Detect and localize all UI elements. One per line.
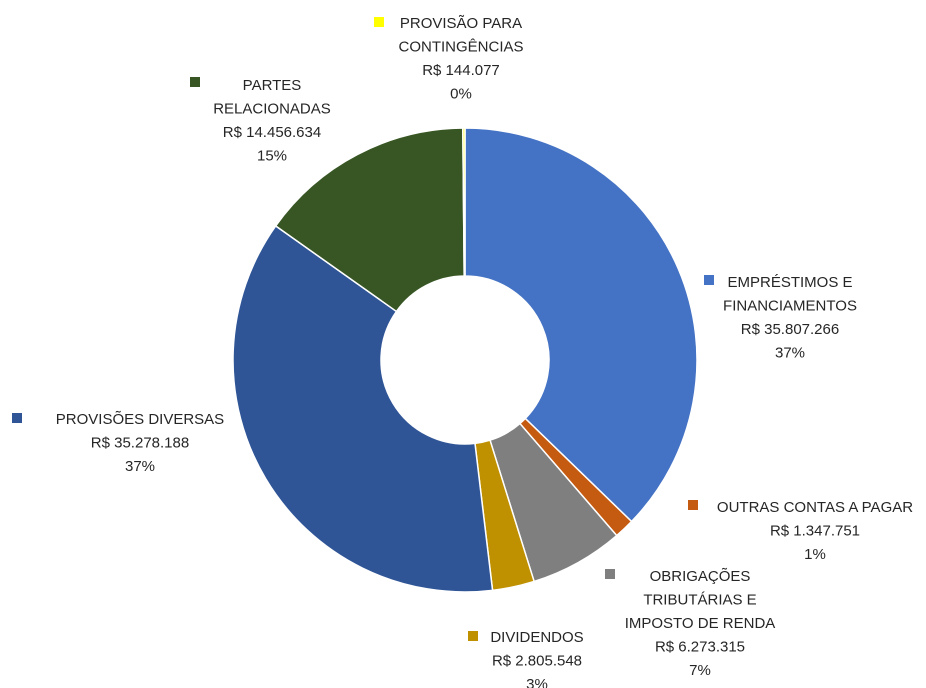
legend-marker (704, 275, 714, 285)
legend-marker (190, 77, 200, 87)
slice (464, 127, 698, 523)
value-label: R$ 35.807.266 (741, 321, 839, 338)
slice-label: PROVISÕES DIVERSAS (56, 411, 224, 428)
slice-label: EMPRÉSTIMOS E FINANCIAMENTOS (723, 274, 857, 315)
percent-label: 7% (689, 662, 711, 679)
value-label: R$ 2.805.548 (492, 652, 582, 669)
value-label: R$ 35.278.188 (91, 434, 189, 451)
legend-marker (12, 413, 22, 423)
percent-label: 37% (775, 344, 805, 361)
slice-label: OUTRAS CONTAS A PAGAR (717, 499, 913, 516)
value-label: R$ 144.077 (422, 62, 500, 79)
percent-label: 15% (257, 147, 287, 164)
slice-label: OBRIGAÇÕES TRIBUTÁRIAS E IMPOSTO DE RENDA (625, 568, 776, 632)
percent-label: 3% (526, 676, 548, 688)
legend-marker (605, 569, 615, 579)
legend-marker (688, 500, 698, 510)
value-label: R$ 14.456.634 (223, 124, 321, 141)
slice (274, 127, 465, 313)
legend-marker (468, 631, 478, 641)
percent-label: 1% (804, 546, 826, 563)
slice-label: PARTES RELACIONADAS (213, 77, 331, 118)
percent-label: 0% (450, 85, 472, 102)
legend-marker (374, 17, 384, 27)
slice (232, 224, 494, 593)
value-label: R$ 6.273.315 (655, 638, 745, 655)
slice-label: DIVIDENDOS (490, 629, 583, 646)
percent-label: 37% (125, 458, 155, 475)
value-label: R$ 1.347.751 (770, 522, 860, 539)
slice-label: PROVISÃO PARA CONTINGÊNCIAS (398, 15, 523, 56)
slice (462, 127, 466, 277)
